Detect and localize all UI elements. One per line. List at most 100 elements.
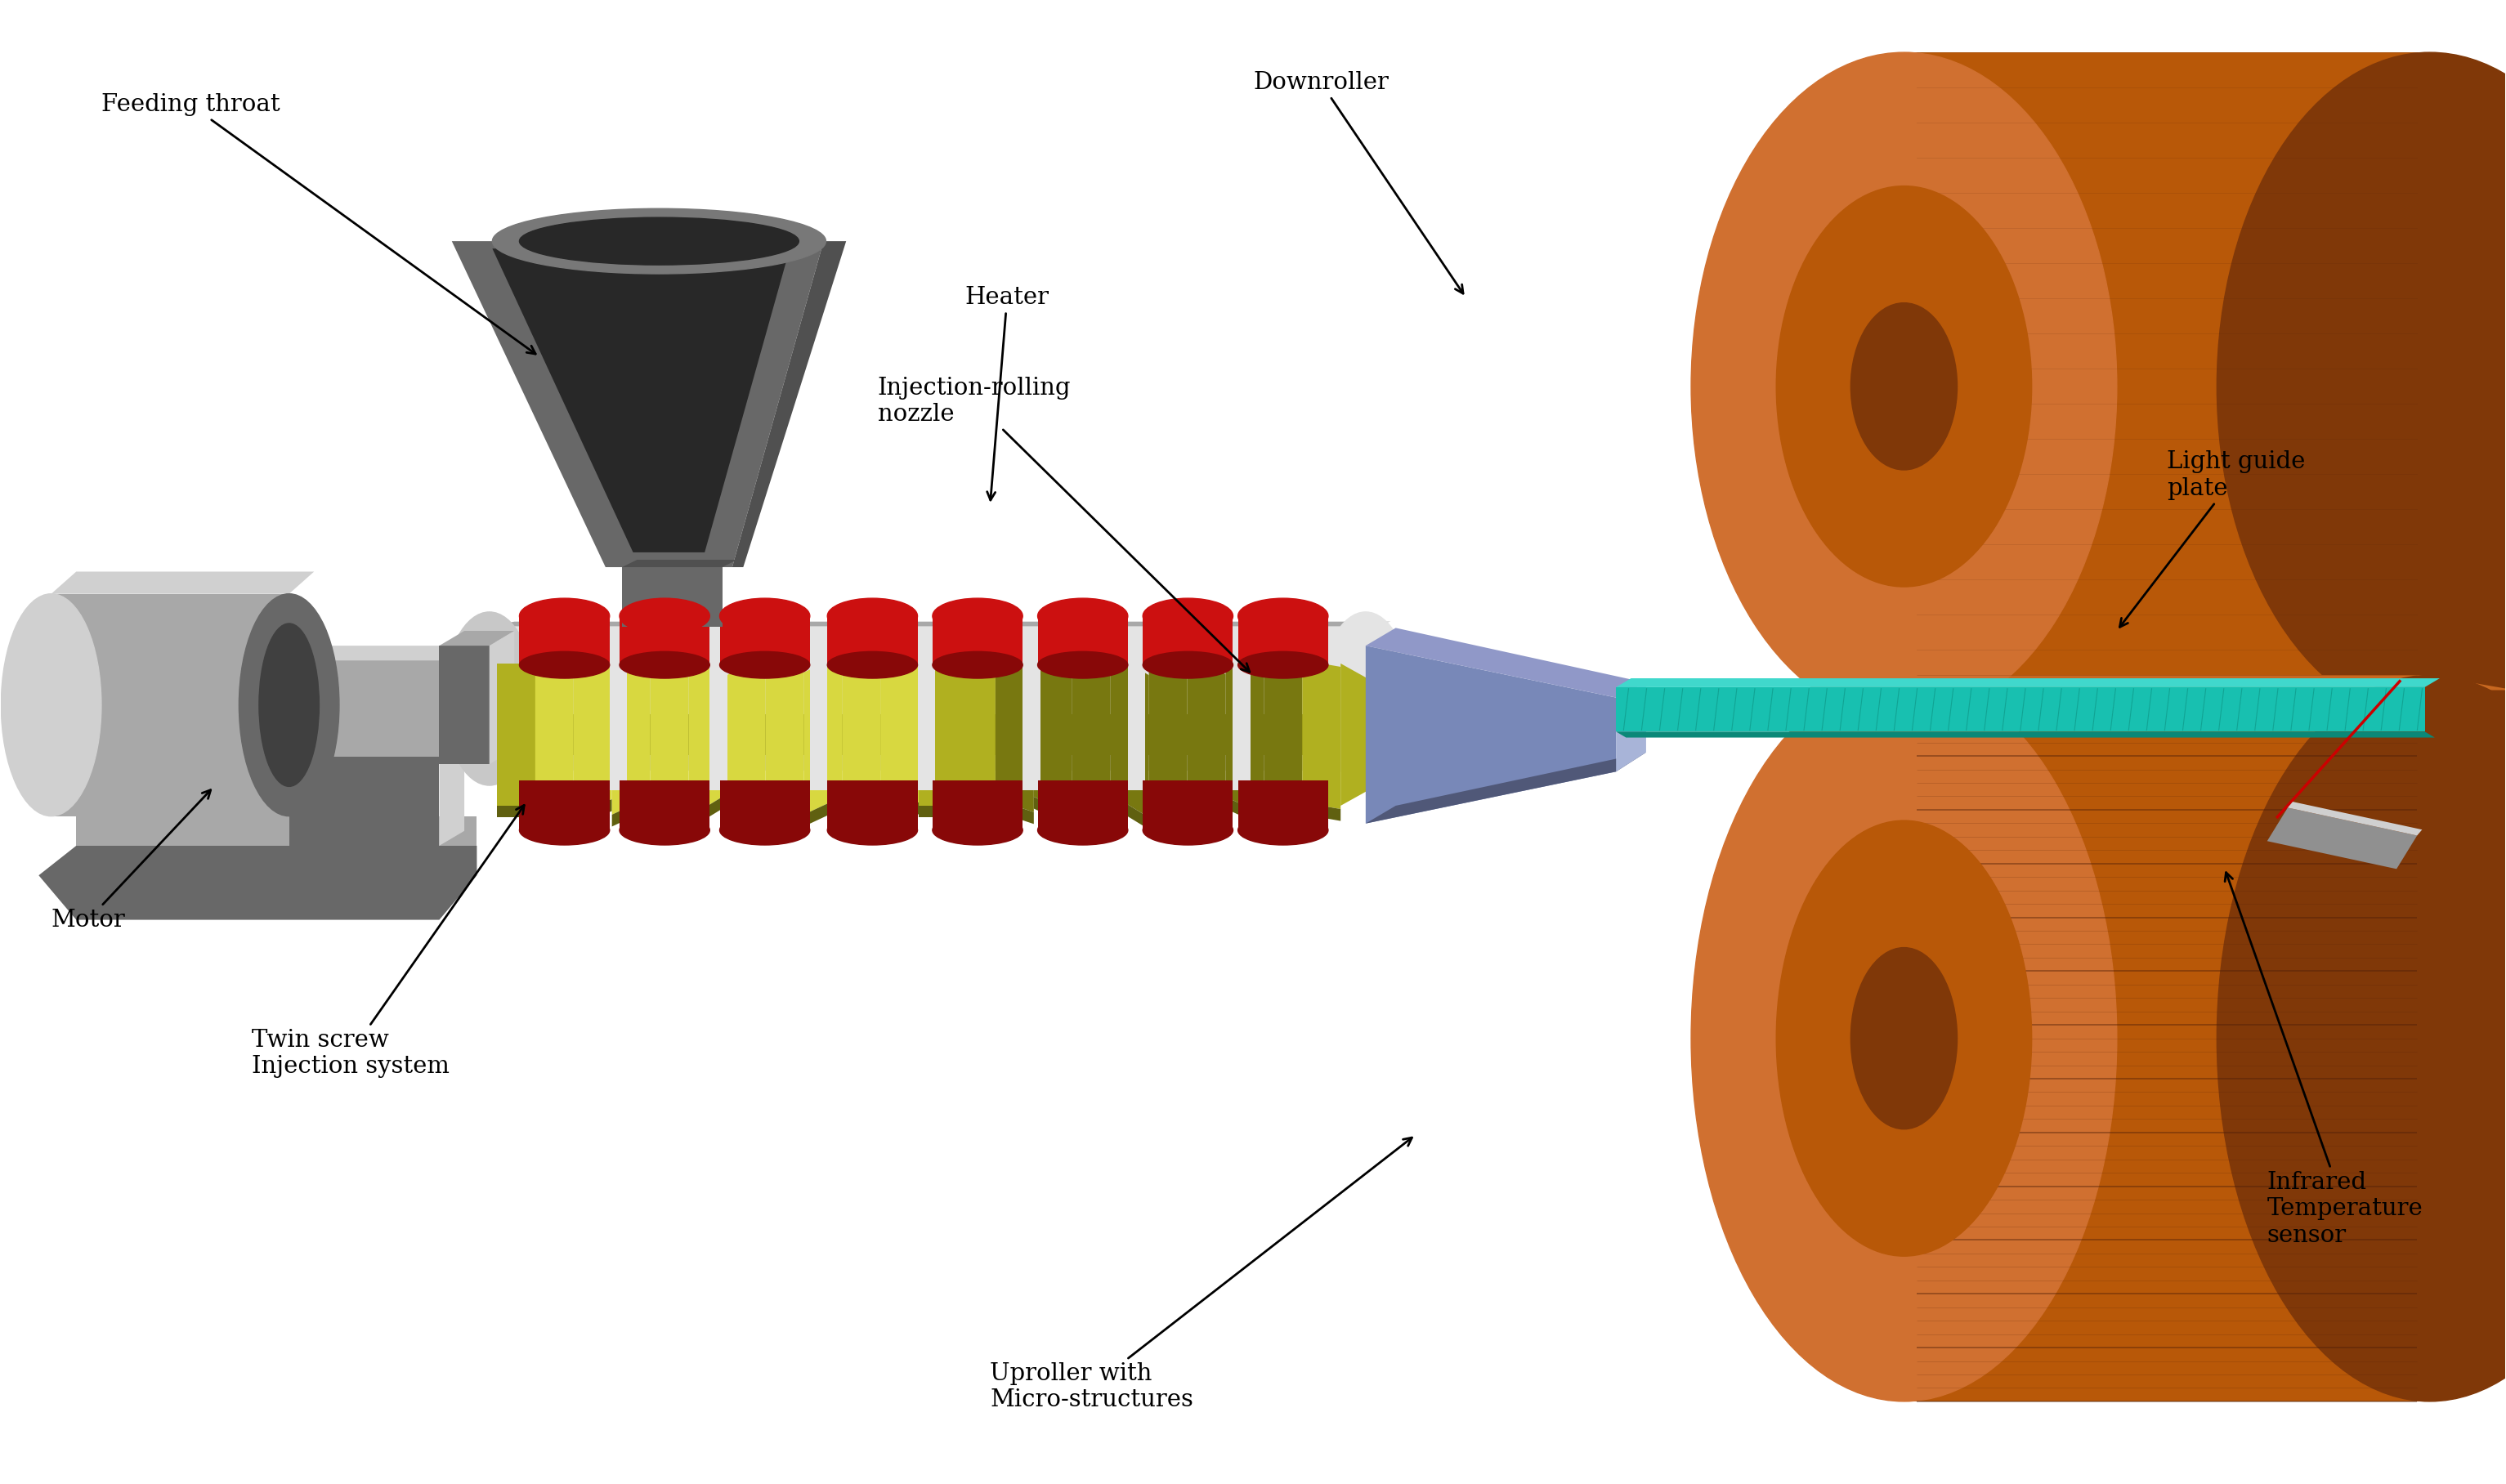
Polygon shape <box>496 714 1341 755</box>
Polygon shape <box>995 800 1035 824</box>
Polygon shape <box>1225 797 1263 827</box>
Polygon shape <box>439 631 514 646</box>
Polygon shape <box>496 806 536 818</box>
Polygon shape <box>439 646 489 764</box>
Ellipse shape <box>1238 598 1328 634</box>
Polygon shape <box>496 663 536 806</box>
Polygon shape <box>288 712 439 846</box>
Polygon shape <box>439 646 464 757</box>
Polygon shape <box>804 797 842 827</box>
Polygon shape <box>649 653 689 816</box>
Polygon shape <box>451 242 824 567</box>
Ellipse shape <box>1238 815 1328 844</box>
Ellipse shape <box>1143 815 1233 844</box>
Polygon shape <box>489 626 1366 742</box>
Polygon shape <box>1905 675 2431 1401</box>
Polygon shape <box>519 781 609 830</box>
Text: Infrared
Temperature
sensor: Infrared Temperature sensor <box>2225 873 2423 1247</box>
Polygon shape <box>1428 712 1491 757</box>
Polygon shape <box>649 795 689 828</box>
Polygon shape <box>920 663 957 806</box>
Polygon shape <box>880 660 920 809</box>
Text: Heater: Heater <box>965 286 1050 500</box>
Ellipse shape <box>932 815 1022 844</box>
Polygon shape <box>827 781 917 830</box>
Polygon shape <box>1238 616 1328 665</box>
Polygon shape <box>1238 781 1328 830</box>
Ellipse shape <box>719 598 809 634</box>
Polygon shape <box>536 660 574 809</box>
Ellipse shape <box>519 651 609 678</box>
Ellipse shape <box>1852 303 1957 470</box>
Polygon shape <box>1366 628 1646 697</box>
Polygon shape <box>1263 800 1303 824</box>
Text: Twin screw
Injection system: Twin screw Injection system <box>251 806 524 1077</box>
Ellipse shape <box>719 815 809 844</box>
Polygon shape <box>2288 801 2423 835</box>
Polygon shape <box>2268 807 2418 870</box>
Polygon shape <box>920 806 957 818</box>
Text: Downroller: Downroller <box>1253 71 1464 294</box>
Ellipse shape <box>619 598 709 634</box>
Polygon shape <box>764 653 804 816</box>
Ellipse shape <box>1143 651 1233 678</box>
Polygon shape <box>1366 752 1646 824</box>
Polygon shape <box>732 242 847 567</box>
Polygon shape <box>619 781 709 830</box>
Polygon shape <box>489 622 1391 626</box>
Ellipse shape <box>1037 815 1128 844</box>
Polygon shape <box>1143 781 1233 830</box>
Polygon shape <box>689 651 727 818</box>
Ellipse shape <box>2218 52 2506 720</box>
Polygon shape <box>1022 646 1040 789</box>
Polygon shape <box>842 800 880 824</box>
Polygon shape <box>1263 657 1303 812</box>
Polygon shape <box>1148 651 1188 818</box>
Polygon shape <box>1303 660 1341 809</box>
Polygon shape <box>917 646 935 789</box>
Polygon shape <box>1225 654 1263 815</box>
Ellipse shape <box>1777 821 2032 1255</box>
Text: Feeding throat: Feeding throat <box>100 93 536 355</box>
Ellipse shape <box>932 651 1022 678</box>
Text: Injection-rolling
nozzle: Injection-rolling nozzle <box>877 377 1250 672</box>
Polygon shape <box>827 616 917 665</box>
Polygon shape <box>1616 678 2441 687</box>
Ellipse shape <box>519 815 609 844</box>
Text: Uproller with
Micro-structures: Uproller with Micro-structures <box>990 1138 1411 1411</box>
Polygon shape <box>609 646 626 789</box>
Polygon shape <box>957 660 995 809</box>
Ellipse shape <box>1692 675 2118 1401</box>
Polygon shape <box>75 816 476 846</box>
Polygon shape <box>727 794 764 830</box>
Polygon shape <box>439 697 464 846</box>
Polygon shape <box>619 616 709 665</box>
Ellipse shape <box>1238 651 1328 678</box>
Polygon shape <box>611 797 649 827</box>
Polygon shape <box>1616 732 2436 738</box>
Polygon shape <box>1905 52 2431 720</box>
Ellipse shape <box>1852 948 1957 1129</box>
Ellipse shape <box>238 594 338 816</box>
Polygon shape <box>719 781 809 830</box>
Polygon shape <box>1233 646 1250 789</box>
Polygon shape <box>1148 794 1188 830</box>
Ellipse shape <box>827 651 917 678</box>
Polygon shape <box>709 646 727 789</box>
Polygon shape <box>38 846 476 920</box>
Polygon shape <box>932 616 1022 665</box>
Ellipse shape <box>1321 611 1411 785</box>
Polygon shape <box>1110 794 1148 830</box>
Ellipse shape <box>444 611 534 785</box>
Polygon shape <box>1188 795 1225 828</box>
Ellipse shape <box>932 598 1022 634</box>
Ellipse shape <box>719 651 809 678</box>
Polygon shape <box>288 697 464 712</box>
Polygon shape <box>1037 616 1128 665</box>
Polygon shape <box>1341 663 1428 806</box>
Polygon shape <box>727 651 764 818</box>
Ellipse shape <box>827 815 917 844</box>
Polygon shape <box>489 631 514 764</box>
Text: Motor: Motor <box>50 789 211 932</box>
Polygon shape <box>1128 646 1145 789</box>
